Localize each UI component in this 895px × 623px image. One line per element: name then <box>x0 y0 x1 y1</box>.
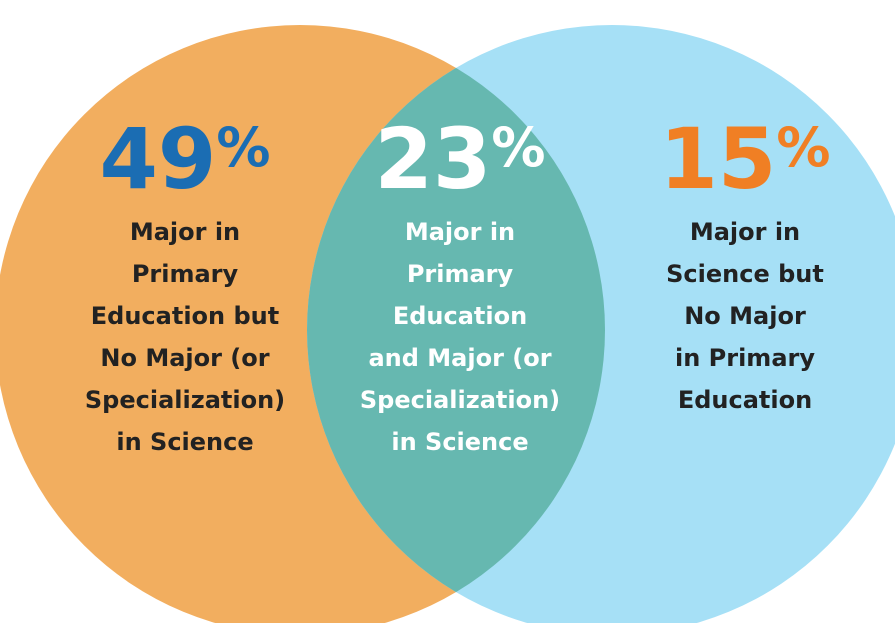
venn-diagram: 49% Major in Primary Education but No Major … <box>0 0 895 623</box>
region-label: Education <box>678 386 812 414</box>
region-label: in Science <box>116 428 253 456</box>
region-label: in Primary <box>675 344 815 372</box>
region-label: No Major (or <box>100 344 269 372</box>
percent-sign: % <box>216 116 270 179</box>
region-label: Primary <box>132 260 239 288</box>
percent-number: 49 <box>99 110 216 208</box>
percent-sign: % <box>776 116 830 179</box>
region-label: Science but <box>666 260 824 288</box>
region-label: Primary <box>407 260 514 288</box>
percent-sign: % <box>491 116 545 179</box>
region-label: and Major (or <box>368 344 551 372</box>
region-label: Education but <box>91 302 279 330</box>
percent-number: 23 <box>374 110 491 208</box>
percent-number: 15 <box>659 110 776 208</box>
region-label: Specialization) <box>85 386 285 414</box>
region-label: Major in <box>690 218 800 246</box>
region-label: Specialization) <box>360 386 560 414</box>
region-label: in Science <box>391 428 528 456</box>
region-label: Education <box>393 302 527 330</box>
region-label: Major in <box>405 218 515 246</box>
region-label: No Major <box>684 302 806 330</box>
region-label: Major in <box>130 218 240 246</box>
